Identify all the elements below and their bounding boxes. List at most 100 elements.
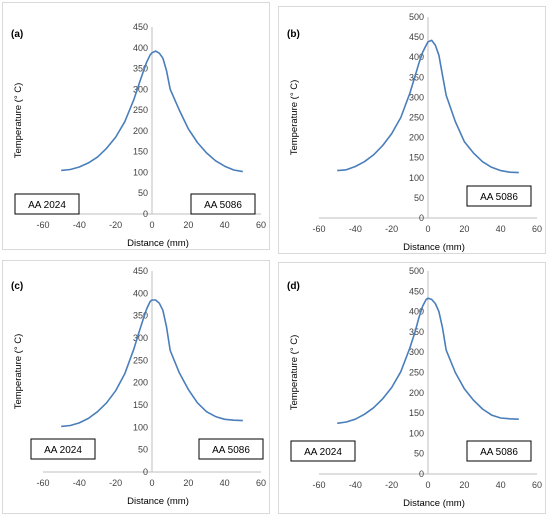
y-tick-label: 450	[133, 266, 148, 276]
y-tick-label: 150	[133, 400, 148, 410]
x-tick-label: 40	[220, 220, 230, 230]
chart-panel-b: 0 50 100 150 200 250 300 350 400 450 500 -60 -40 -20 0…	[278, 6, 546, 254]
y-tick-label: 100	[409, 173, 424, 183]
x-tick-label: 40	[220, 478, 230, 488]
y-tick-label: 500	[409, 12, 424, 22]
x-tick-label: -20	[109, 478, 122, 488]
y-tick-label: 0	[143, 467, 148, 477]
y-tick-label: 500	[409, 266, 424, 276]
y-tick-label: 250	[133, 355, 148, 365]
panel-label: (c)	[11, 281, 23, 292]
x-tick-label: -60	[312, 480, 325, 490]
y-tick-label: 200	[409, 388, 424, 398]
y-tick-label: 400	[409, 307, 424, 317]
y-tick-label: 50	[138, 188, 148, 198]
y-axis-title: Temperature (° C)	[289, 80, 300, 156]
y-tick-label: 450	[409, 286, 424, 296]
y-tick-label: 450	[409, 32, 424, 42]
y-tick-label: 450	[133, 22, 148, 32]
annotation-left: AA 2024	[28, 200, 66, 211]
x-tick-label: 20	[183, 478, 193, 488]
y-tick-label: 300	[133, 84, 148, 94]
y-tick-label: 200	[409, 133, 424, 143]
y-tick-label: 100	[133, 167, 148, 177]
chart-svg: 0 50 100 150 200 250 300 350 400 450 500 -60 -40 -20 0…	[287, 266, 542, 509]
y-tick-label: 250	[409, 368, 424, 378]
y-tick-label: 350	[409, 327, 424, 337]
y-tick-label: 150	[133, 147, 148, 157]
x-tick-label: 0	[149, 478, 154, 488]
x-tick-label: 20	[459, 224, 469, 234]
chart-panel-d: 0 50 100 150 200 250 300 350 400 450 500 -60 -40 -20 0…	[278, 262, 546, 514]
panel-label: (d)	[287, 281, 300, 292]
y-tick-label: 100	[409, 428, 424, 438]
x-tick-label: -60	[36, 478, 49, 488]
chart-svg: 0 50 100 150 200 250 300 350 400 450 -60 -40 -20 0 20 4…	[11, 22, 266, 249]
y-tick-label: 400	[409, 52, 424, 62]
y-tick-label: 50	[414, 449, 424, 459]
x-axis-title: Distance (mm)	[127, 238, 189, 249]
y-tick-label: 400	[133, 43, 148, 53]
y-tick-label: 150	[409, 408, 424, 418]
y-tick-label: 0	[419, 213, 424, 223]
y-tick-label: 0	[143, 209, 148, 219]
chart-svg: 0 50 100 150 200 250 300 350 400 450 -60 -40 -20 0 20 4…	[11, 266, 266, 507]
x-tick-label: 0	[425, 480, 430, 490]
panel-label: (b)	[287, 29, 300, 40]
annotation-box-right	[466, 185, 532, 207]
x-tick-label: -40	[349, 224, 362, 234]
x-tick-label: -20	[385, 224, 398, 234]
x-tick-label: -40	[349, 480, 362, 490]
y-tick-label: 400	[133, 288, 148, 298]
y-tick-label: 50	[414, 193, 424, 203]
annotation-box-left	[290, 440, 356, 462]
temperature-line	[61, 299, 243, 428]
x-tick-label: 0	[149, 220, 154, 230]
x-tick-label: 40	[496, 224, 506, 234]
temperature-line	[61, 50, 243, 173]
y-axis-title: Temperature (° C)	[289, 335, 300, 411]
x-tick-label: -60	[36, 220, 49, 230]
chart-svg: 0 50 100 150 200 250 300 350 400 450 500 -60 -40 -20 0…	[287, 12, 542, 253]
x-tick-label: 60	[256, 220, 266, 230]
y-axis-title: Temperature (° C)	[13, 334, 24, 410]
y-tick-label: 200	[133, 378, 148, 388]
annotation-box-right	[190, 193, 256, 215]
x-tick-label: 60	[532, 480, 542, 490]
annotation-right: AA 5086	[480, 447, 518, 458]
y-tick-label: 350	[133, 311, 148, 321]
x-tick-label: 20	[183, 220, 193, 230]
x-tick-label: -60	[312, 224, 325, 234]
y-tick-label: 150	[409, 153, 424, 163]
annotation-box-right	[466, 440, 532, 462]
y-tick-label: 300	[133, 333, 148, 343]
temperature-line	[337, 39, 519, 174]
annotation-right: AA 5086	[480, 192, 518, 203]
annotation-right: AA 5086	[204, 200, 242, 211]
annotation-box-left	[14, 193, 80, 215]
annotation-right: AA 5086	[212, 445, 250, 456]
y-tick-label: 250	[409, 113, 424, 123]
annotation-box-left	[30, 438, 96, 460]
y-axis-title: Temperature (° C)	[13, 83, 24, 159]
y-tick-label: 250	[133, 105, 148, 115]
x-tick-label: 20	[459, 480, 469, 490]
x-tick-label: -20	[109, 220, 122, 230]
annotation-left: AA 2024	[44, 445, 82, 456]
annotation-left: AA 2024	[304, 447, 342, 458]
x-tick-label: -40	[73, 478, 86, 488]
chart-panel-a: 0 50 100 150 200 250 300 350 400 450 -60 -40 -20 0 20 4…	[2, 2, 270, 250]
x-tick-label: 40	[496, 480, 506, 490]
chart-panel-c: 0 50 100 150 200 250 300 350 400 450 -60 -40 -20 0 20 4…	[2, 260, 270, 514]
y-tick-label: 100	[133, 422, 148, 432]
y-tick-label: 300	[409, 347, 424, 357]
x-tick-label: 60	[256, 478, 266, 488]
y-tick-label: 300	[409, 92, 424, 102]
y-tick-label: 350	[133, 64, 148, 74]
x-tick-label: -20	[385, 480, 398, 490]
y-tick-label: 200	[133, 126, 148, 136]
x-tick-label: 0	[425, 224, 430, 234]
panel-label: (a)	[11, 29, 23, 40]
temperature-line	[337, 297, 519, 425]
y-tick-label: 350	[409, 72, 424, 82]
